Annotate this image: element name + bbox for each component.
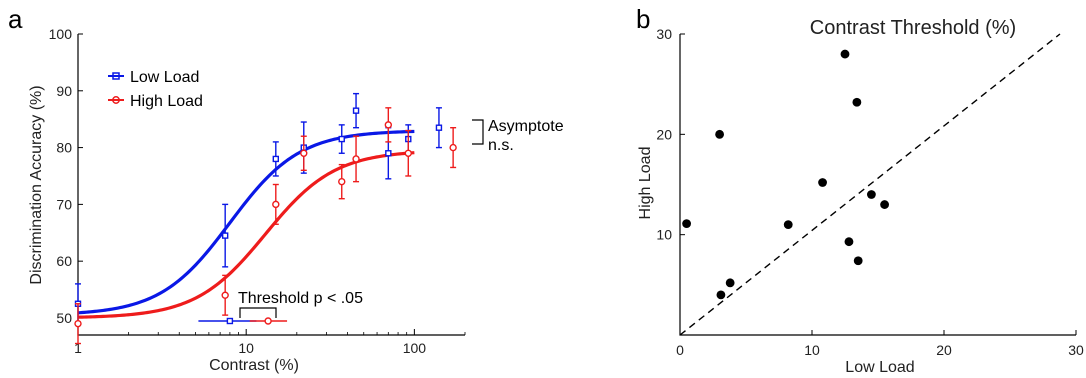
scatter-title: Contrast Threshold (%): [810, 17, 1016, 39]
right-x-axis-label: Low Load: [845, 359, 914, 376]
threshold-bracket: [239, 307, 277, 318]
x-tick-label: 1: [74, 340, 82, 356]
data-point-high-load: [449, 143, 457, 152]
identity-line: [679, 33, 1061, 336]
left-x-axis-label: Contrast (%): [209, 357, 299, 374]
asymptote-significance: n.s.: [488, 137, 514, 154]
x-tick-label: 100: [403, 340, 427, 356]
scatter-point: [715, 129, 724, 139]
data-point-low-load: [385, 150, 392, 157]
data-point-high-load: [221, 291, 229, 299]
data-point-high-load: [352, 155, 360, 163]
scatter-point: [867, 190, 876, 199]
asymptote-bracket: [472, 119, 484, 145]
data-point-high-load: [74, 319, 82, 328]
fit-curve-low-load: [77, 129, 415, 315]
legend-high-load-label: High Load: [130, 93, 203, 110]
scatter-point: [818, 178, 827, 187]
right-y-axis-label: High Load: [637, 147, 654, 220]
y-tick-label: 50: [56, 310, 72, 326]
scatter-point: [844, 237, 854, 247]
right-axis-lines: [679, 34, 1076, 336]
data-point-high-load: [272, 200, 280, 209]
threshold-marker-low-load: [226, 317, 234, 325]
panel-label-a: a: [8, 4, 23, 34]
scatter-point: [725, 278, 735, 288]
left-y-axis-label: Discrimination Accuracy (%): [28, 85, 45, 284]
data-point-low-load: [338, 135, 345, 143]
y-tick-label: 90: [56, 83, 72, 99]
data-point-low-load: [221, 232, 229, 239]
y-tick-label: 60: [56, 253, 72, 269]
scatter-y-tick-label: 10: [656, 227, 672, 243]
y-tick-label: 80: [56, 140, 72, 156]
scatter-x-tick-label: 0: [676, 342, 684, 358]
scatter-x-tick-label: 30: [1068, 342, 1084, 358]
threshold-marker-high-load: [264, 317, 272, 325]
scatter-point: [880, 200, 889, 209]
data-point-high-load: [300, 149, 308, 157]
scatter-y-tick-label: 20: [656, 126, 672, 142]
legend-low-load-marker: [112, 72, 120, 80]
scatter-point: [716, 290, 726, 300]
scatter-x-tick-label: 20: [936, 342, 952, 358]
psychometric-chart: Discrimination Accuracy (%) Contrast (%)…: [28, 26, 564, 374]
data-point-low-load: [435, 124, 443, 131]
x-tick-label: 10: [238, 340, 254, 356]
y-tick-label: 100: [49, 26, 73, 42]
scatter-y-tick-label: 30: [656, 26, 672, 42]
data-point-high-load: [338, 177, 346, 186]
panel-label-b: b: [636, 4, 650, 34]
scatter-point: [840, 49, 850, 59]
data-point-low-load: [272, 155, 280, 163]
scatter-x-tick-label: 10: [804, 342, 820, 358]
legend-high-load-marker: [112, 96, 120, 104]
scatter-point: [853, 256, 863, 266]
threshold-annotation: Threshold p < .05: [238, 290, 363, 307]
scatter-point: [682, 219, 691, 229]
threshold-scatter: Contrast Threshold (%) Low Load High Loa…: [637, 17, 1084, 376]
scatter-point: [783, 220, 793, 230]
data-point-high-load: [404, 149, 412, 157]
legend: Low Load High Load: [108, 69, 203, 110]
asymptote-annotation: Asymptote: [488, 118, 564, 135]
y-tick-label: 70: [56, 196, 72, 212]
scatter-point: [852, 97, 862, 107]
data-point-low-load: [352, 107, 360, 114]
legend-low-load-label: Low Load: [130, 69, 199, 86]
data-point-high-load: [384, 121, 393, 129]
